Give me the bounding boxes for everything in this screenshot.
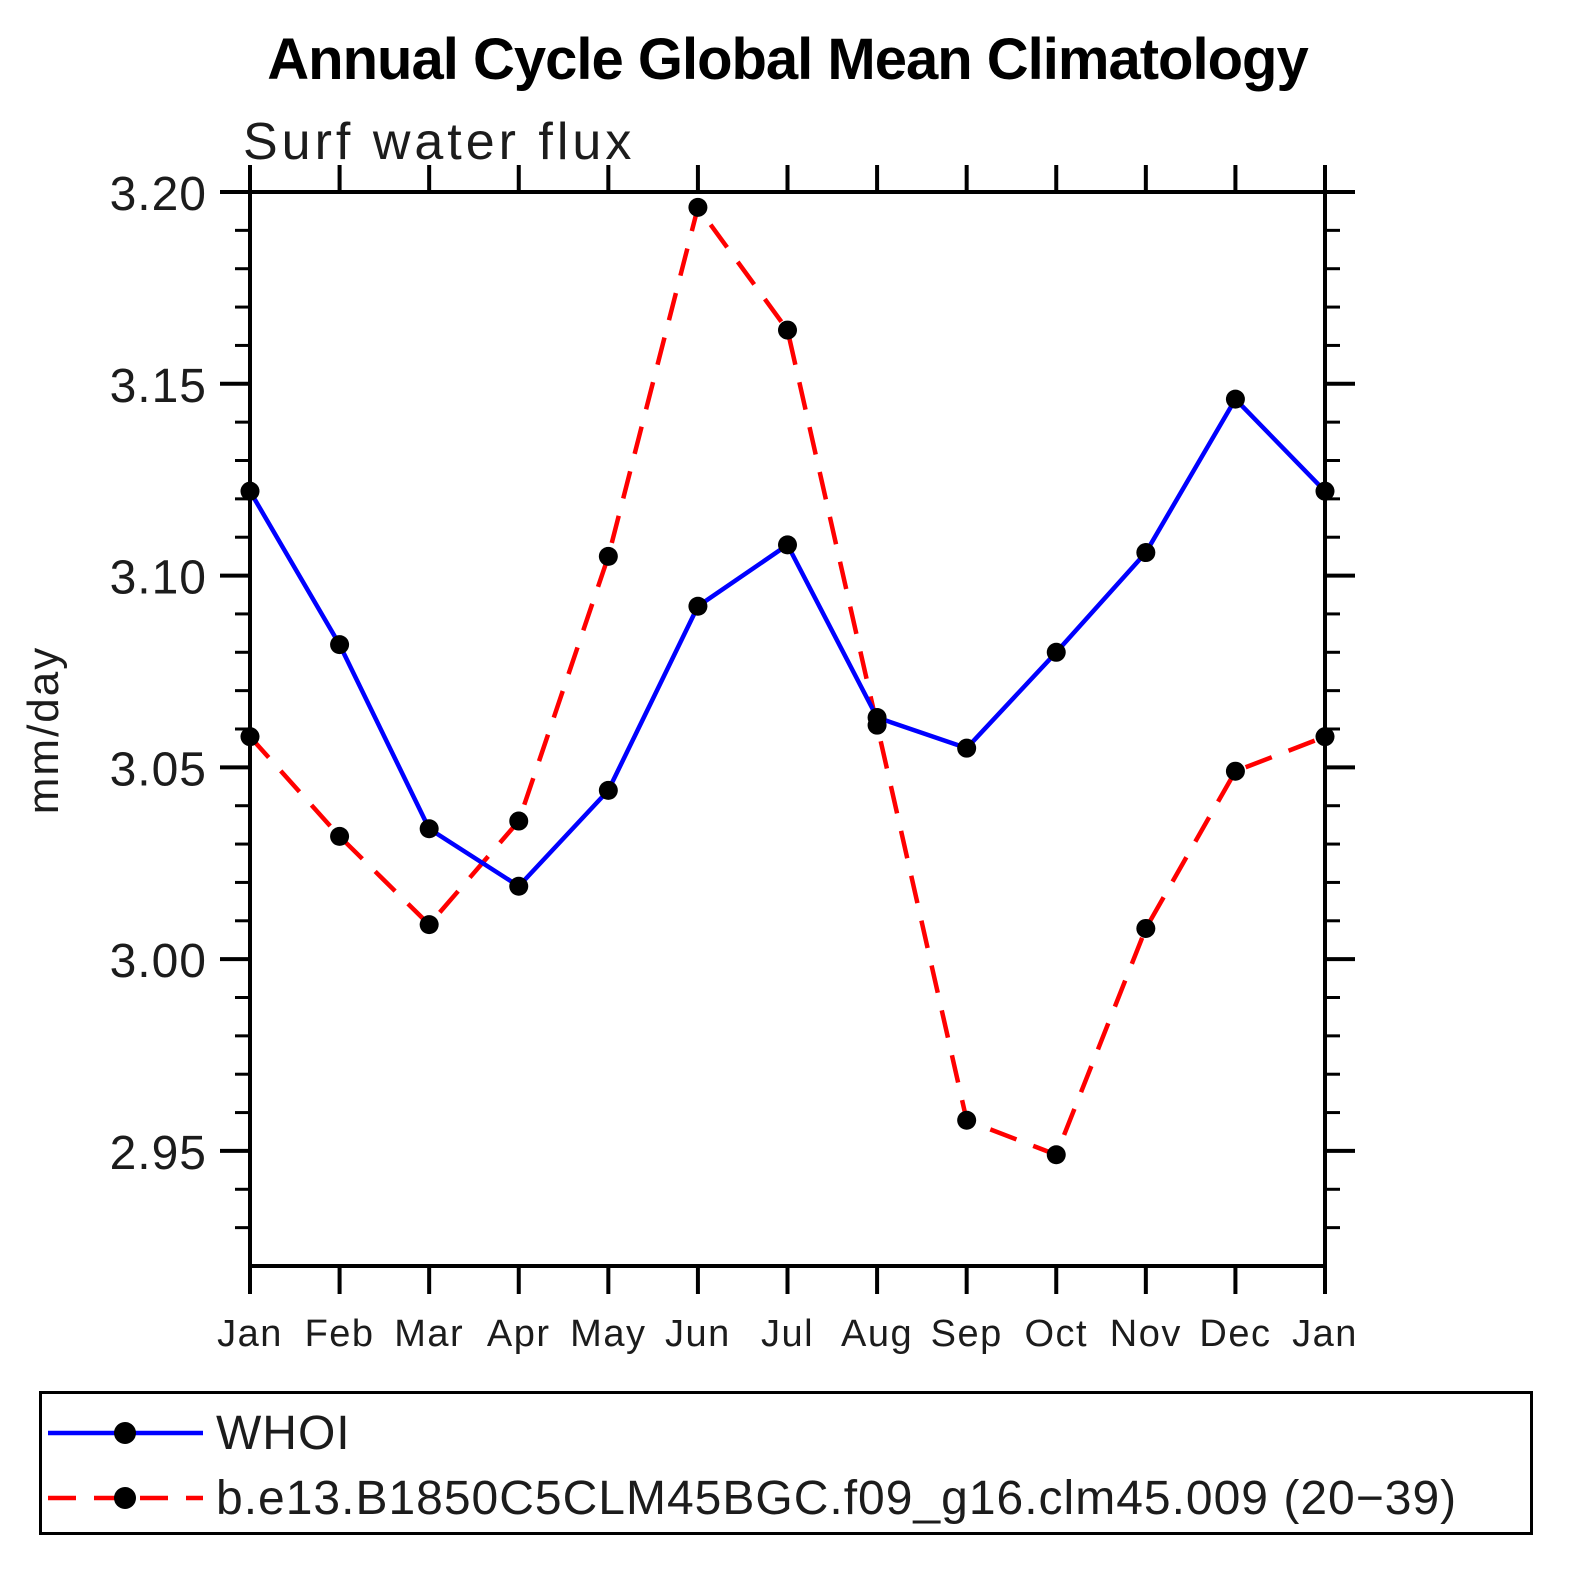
plot-generated: 2.95 3.00 3.05 3.10 3.15 3.20 Jan Feb Mar Apr May J…: [110, 165, 1358, 1355]
data-point-whoi: [330, 635, 350, 655]
month-label: May: [570, 1313, 646, 1355]
data-point-whoi: [419, 819, 439, 839]
legend-label-whoi: WHOI: [216, 1406, 351, 1460]
month-label: Mar: [394, 1313, 464, 1355]
data-point-whoi: [240, 481, 260, 501]
legend-sample-whoi-line: [48, 1422, 203, 1444]
legend-marker-dot: [114, 1487, 136, 1509]
series-line-whoi: [248, 396, 1327, 889]
y-tick-label: 3.05: [110, 743, 207, 796]
data-point-model: [419, 915, 439, 935]
data-point-model: [240, 727, 260, 747]
data-point-model: [957, 1110, 977, 1130]
month-label: Jan: [217, 1313, 283, 1355]
legend-entry-model: b.e13.B1850C5CLM45BGC.f09_g16.clm45.009 …: [45, 1471, 1458, 1525]
series-line-model: [248, 205, 1326, 1158]
data-point-whoi: [1315, 481, 1335, 501]
month-label: Jul: [761, 1313, 814, 1355]
legend-entry-whoi: WHOI: [45, 1406, 351, 1460]
legend-sample-model-line: [48, 1487, 203, 1509]
data-point-whoi: [1046, 642, 1066, 662]
data-point-whoi: [688, 596, 708, 616]
data-point-whoi: [509, 876, 529, 896]
plot-frame: [248, 190, 1327, 1268]
data-point-whoi: [598, 780, 618, 800]
month-label: Sep: [931, 1313, 1003, 1355]
data-point-whoi: [1225, 389, 1245, 409]
y-tick-label: 3.10: [110, 552, 207, 605]
month-label: Jun: [665, 1313, 731, 1355]
month-label: Aug: [841, 1313, 913, 1355]
data-point-whoi: [867, 707, 887, 727]
data-point-model: [598, 546, 618, 566]
month-label: Feb: [305, 1313, 375, 1355]
y-tick-label: 2.95: [110, 1127, 207, 1180]
data-point-whoi: [1136, 543, 1156, 563]
chart-subtitle: Surf water flux: [243, 113, 636, 171]
chart-title: Annual Cycle Global Mean Climatology: [267, 27, 1308, 92]
month-label: Apr: [487, 1313, 551, 1355]
month-label: Jan: [1292, 1313, 1358, 1355]
data-point-model: [1315, 727, 1335, 747]
data-point-model: [1225, 761, 1245, 781]
y-tick-label: 3.15: [110, 360, 207, 413]
month-label: Nov: [1110, 1313, 1182, 1355]
y-axis-label: mm/day: [19, 646, 68, 814]
legend-box: WHOI b.e13.B1850C5CLM45BGC.f09_g16.clm45…: [39, 1391, 1533, 1535]
y-tick-label: 3.00: [110, 935, 207, 988]
y-tick-label: 3.20: [110, 168, 207, 221]
month-label: Dec: [1199, 1313, 1271, 1355]
data-point-whoi: [778, 535, 797, 555]
data-point-model: [330, 826, 350, 846]
data-point-model: [778, 320, 797, 340]
data-point-model: [1046, 1145, 1066, 1165]
data-point-model: [509, 811, 529, 831]
legend-marker-dot: [114, 1422, 136, 1444]
data-point-model: [688, 197, 708, 217]
month-label: Oct: [1024, 1313, 1088, 1355]
legend-label-model: b.e13.B1850C5CLM45BGC.f09_g16.clm45.009 …: [216, 1471, 1458, 1525]
data-point-model: [1136, 918, 1156, 938]
data-point-whoi: [957, 738, 977, 758]
